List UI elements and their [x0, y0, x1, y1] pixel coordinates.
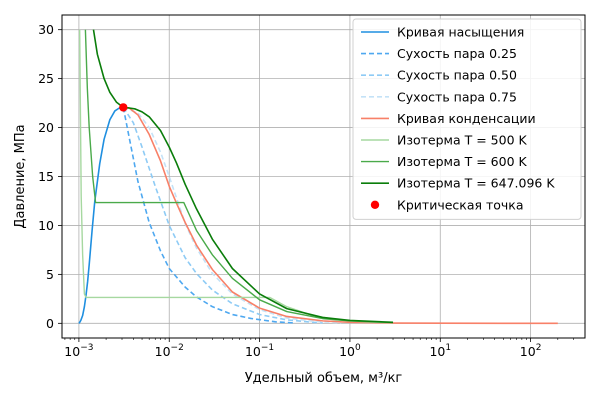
- legend-label: Изотерма T = 500 K: [397, 133, 528, 148]
- y-tick-label: 30: [38, 22, 54, 37]
- y-tick-label: 10: [38, 218, 54, 233]
- x-tick-label: 102: [520, 343, 542, 359]
- marker-layer: [119, 103, 128, 112]
- legend: Кривая насыщения Сухость пара 0.25 Сухость…: [352, 18, 582, 220]
- legend-label: Сухость пара 0.50: [397, 68, 517, 83]
- x-axis-ticks: 10−3 10−2 10−1 100 101 102: [64, 338, 575, 359]
- y-axis-label: Давление, МПа: [13, 124, 28, 228]
- legend-label: Изотерма T = 600 K: [397, 154, 528, 169]
- series-line-5: [123, 106, 558, 325]
- legend-label: Сухость пара 0.25: [397, 46, 517, 61]
- legend-box: [352, 18, 582, 220]
- x-tick-label: 101: [429, 343, 451, 359]
- series-layer: [78, 29, 558, 325]
- y-tick-label: 20: [38, 120, 54, 135]
- series-line-7: [84, 29, 394, 324]
- legend-label: Кривая насыщения: [397, 25, 524, 40]
- series-line-2: [122, 107, 296, 324]
- series-line-8: [92, 29, 394, 324]
- y-tick-label: 5: [46, 267, 54, 282]
- series-line-3: [122, 106, 323, 324]
- series-line-1: [78, 106, 124, 324]
- y-tick-label: 15: [38, 169, 54, 184]
- legend-swatch-critical-point: [370, 200, 380, 209]
- legend-label: Кривая конденсации: [397, 111, 536, 126]
- x-tick-label: 100: [339, 343, 361, 359]
- x-axis-label: Удельный объем, м³/кг: [245, 371, 403, 386]
- legend-label: Критическая точка: [397, 197, 524, 212]
- legend-label: Сухость пара 0.75: [397, 89, 517, 104]
- y-axis-ticks: 0 5 10 15 20 25 30: [38, 22, 62, 331]
- critical-point-marker: [119, 103, 128, 112]
- x-tick-label: 10−2: [155, 343, 184, 359]
- x-tick-label: 10−1: [245, 343, 274, 359]
- legend-label: Изотерма T = 647.096 K: [397, 176, 555, 191]
- x-tick-label: 10−3: [64, 343, 93, 359]
- y-tick-label: 25: [38, 71, 54, 86]
- series-line-4: [123, 106, 342, 324]
- y-tick-label: 0: [46, 316, 54, 331]
